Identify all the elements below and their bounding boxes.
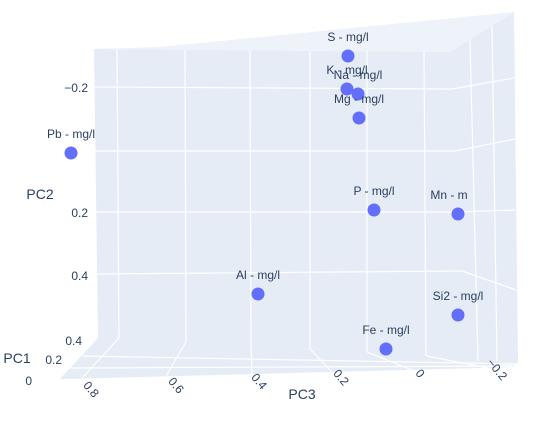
floor-panel xyxy=(58,337,518,380)
pc3-tick-label: 0.6 xyxy=(165,375,187,397)
pc2-axis-title: PC2 xyxy=(26,186,53,202)
data-point-s-mg-l[interactable] xyxy=(341,49,355,63)
point-label-na-mg-l: Na - mg/l xyxy=(334,68,383,82)
pc1-tick-label: 0 xyxy=(25,374,32,388)
data-point-si2-mg-l[interactable] xyxy=(451,308,465,322)
axis-lines xyxy=(57,336,511,381)
pc1-axis-title: PC1 xyxy=(3,350,30,366)
data-point-al-mg-l[interactable] xyxy=(251,287,265,301)
data-point-pb-mg-l[interactable] xyxy=(64,146,78,160)
point-label-s-mg-l: S - mg/l xyxy=(327,30,368,44)
point-label-k-mg-l: K - mg/l xyxy=(326,63,367,77)
point-label-al-mg-l: Al - mg/l xyxy=(236,268,280,282)
pc1-tick-label: 0.2 xyxy=(45,353,62,367)
grid-lines xyxy=(69,25,517,379)
pc1-tick-label: 0.4 xyxy=(65,334,82,348)
pc2-tick-label: −0.2 xyxy=(64,81,88,95)
data-point-p-mg-l[interactable] xyxy=(367,203,381,217)
point-label-mg-mg-l: Mg - mg/l xyxy=(334,92,384,106)
right-wall-panel xyxy=(450,12,518,362)
point-label-pb-mg-l: Pb - mg/l xyxy=(47,127,95,141)
data-point-fe-mg-l[interactable] xyxy=(379,342,393,356)
point-label-si2-mg-l: Si2 - mg/l xyxy=(433,289,484,303)
data-point-mg-mg-l[interactable] xyxy=(352,111,366,125)
data-point-k-mg-l[interactable] xyxy=(340,82,354,96)
pc2-tick-label: 0.4 xyxy=(71,269,88,283)
pc3-axis-title: PC3 xyxy=(288,386,315,402)
data-point-na-mg-l[interactable] xyxy=(351,87,365,101)
point-label-mn-m: Mn - m xyxy=(430,188,467,202)
point-label-fe-mg-l: Fe - mg/l xyxy=(362,323,409,337)
top-wall-panel xyxy=(94,12,514,52)
data-point-mn-m[interactable] xyxy=(451,207,465,221)
back-wall-panel xyxy=(94,49,515,360)
pc2-tick-label: 0.2 xyxy=(71,206,88,220)
pc3-tick-label: 0.8 xyxy=(80,379,102,401)
point-label-p-mg-l: P - mg/l xyxy=(353,184,394,198)
